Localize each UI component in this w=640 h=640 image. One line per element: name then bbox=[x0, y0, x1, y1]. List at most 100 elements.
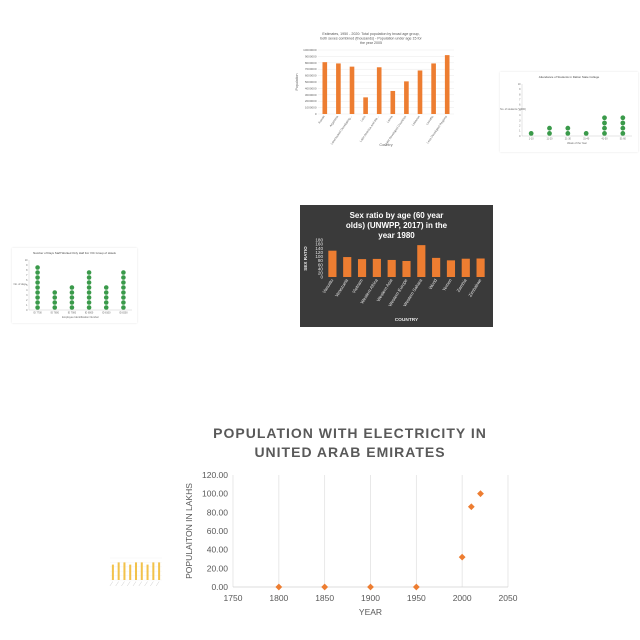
population-bar bbox=[431, 63, 436, 114]
staff-chart-panel: Number of Days Staff Worked Only Half Fo… bbox=[12, 248, 137, 323]
population-ytick-label: 2000000 bbox=[305, 99, 317, 103]
population-chart-panel: Estimates, 1950 - 2020: Total population… bbox=[282, 28, 460, 150]
population-bar bbox=[322, 62, 328, 114]
sex-ratio-ylabel: SEX RATIO bbox=[303, 246, 308, 271]
staff-ytick-label: 7 bbox=[26, 274, 28, 277]
staff-dot bbox=[52, 300, 58, 305]
attendance-dot bbox=[602, 125, 607, 131]
attendance-xtick-label: 21-30 bbox=[565, 138, 572, 141]
attendance-ytick-label: 2 bbox=[519, 125, 521, 128]
sex-ratio-ytick-label: 120 bbox=[315, 250, 323, 255]
electricity-ytick-label: 40.00 bbox=[207, 545, 229, 555]
sex-ratio-bar bbox=[417, 245, 426, 277]
population-ytick-label: 0 bbox=[315, 112, 317, 116]
attendance-ytick-label: 10 bbox=[518, 83, 521, 86]
staff-dot bbox=[86, 300, 92, 305]
attendance-dot bbox=[620, 115, 626, 121]
population-ytick-label: 9000000 bbox=[305, 54, 317, 58]
electricity-point bbox=[412, 583, 420, 591]
electricity-point bbox=[275, 583, 283, 591]
attendance-ytick-label: 1 bbox=[519, 130, 521, 133]
staff-xtick-label: ID 8000 bbox=[85, 312, 94, 315]
yellow-bar bbox=[123, 562, 126, 580]
yellow-bar bbox=[158, 562, 161, 580]
staff-xtick-label: ID 7800 bbox=[51, 312, 60, 315]
staff-dot bbox=[121, 305, 126, 310]
sex-ratio-ytick-label: 180 bbox=[315, 238, 323, 243]
staff-dot bbox=[86, 275, 92, 280]
staff-dot bbox=[35, 275, 40, 280]
staff-ytick-label: 3 bbox=[26, 294, 28, 297]
staff-dot-chart: Number of Days Staff Worked Only Half Fo… bbox=[14, 251, 132, 319]
attendance-dot bbox=[620, 125, 626, 131]
attendance-dot-chart: Attendance of Students in Dalton State C… bbox=[500, 75, 632, 145]
sex-ratio-ytick-label: 0 bbox=[320, 275, 323, 280]
electricity-ytick-label: 120.00 bbox=[202, 470, 228, 480]
staff-ytick-label: 2 bbox=[26, 299, 28, 302]
sex-ratio-bar bbox=[446, 260, 456, 277]
attendance-xtick-label: 51-60 bbox=[620, 138, 627, 141]
staff-dot bbox=[121, 285, 126, 290]
staff-dot bbox=[103, 290, 109, 295]
yellow-bar bbox=[111, 564, 114, 580]
staff-dot bbox=[86, 285, 92, 290]
staff-xtick-label: ID 8100 bbox=[102, 312, 111, 315]
sex-ratio-ytick-label: 80 bbox=[318, 258, 324, 263]
population-ytick-label: 3000000 bbox=[305, 93, 317, 97]
sex-ratio-chart-panel: Sex ratio by age (60 year olds) (UNWPP, 2… bbox=[300, 205, 493, 327]
population-chart-title: Estimates, 1950 - 2020: Total population… bbox=[320, 32, 422, 45]
yellow-xtick-mark bbox=[109, 581, 114, 587]
sex-ratio-title-line: olds) (UNWPP, 2017) in the bbox=[346, 221, 448, 230]
attendance-dot bbox=[583, 131, 589, 136]
staff-ytick-label: 0 bbox=[26, 309, 28, 312]
attendance-dot bbox=[602, 120, 607, 126]
yellow-bar-chart bbox=[109, 557, 162, 587]
population-bar bbox=[444, 55, 450, 114]
staff-dot bbox=[69, 290, 75, 295]
population-ytick-label: 6000000 bbox=[305, 74, 317, 78]
attendance-dot bbox=[547, 125, 552, 131]
population-xtick-label: Kuwait bbox=[317, 115, 326, 125]
yellow-bar bbox=[152, 562, 155, 580]
staff-ylabel: No. of days bbox=[14, 283, 27, 286]
population-xlabel: Country bbox=[379, 143, 392, 147]
electricity-point bbox=[367, 583, 374, 591]
staff-dot bbox=[121, 300, 126, 305]
staff-dot bbox=[52, 295, 58, 300]
sex-ratio-ytick-label: 20 bbox=[318, 270, 324, 275]
attendance-ytick-label: 6 bbox=[519, 104, 521, 107]
electricity-ytick-label: 80.00 bbox=[207, 507, 229, 517]
population-xtick-label: Laos bbox=[359, 114, 366, 122]
yellow-xtick-mark bbox=[144, 581, 148, 587]
attendance-dot bbox=[602, 115, 607, 121]
electricity-xtick-label: 2050 bbox=[499, 593, 518, 603]
staff-dot bbox=[35, 280, 40, 285]
population-xtick-label: Lesotho bbox=[425, 115, 435, 126]
population-bar bbox=[336, 63, 341, 114]
sex-ratio-bar bbox=[372, 258, 381, 277]
staff-chart-title: Number of Days Staff Worked Only Half Fo… bbox=[33, 251, 116, 255]
sex-ratio-bar bbox=[357, 259, 367, 277]
electricity-xtick-label: 2000 bbox=[453, 593, 472, 603]
attendance-ylabel: No. of students (*1000) bbox=[500, 108, 526, 111]
population-ytick-label: 4000000 bbox=[305, 86, 317, 90]
electricity-ytick-label: 100.00 bbox=[202, 489, 228, 499]
staff-dot bbox=[35, 300, 40, 305]
population-xtick-label: Latvia bbox=[386, 115, 394, 124]
staff-dot bbox=[103, 285, 109, 290]
sex-ratio-xtick-label: Yemen bbox=[441, 277, 453, 292]
electricity-point bbox=[321, 583, 329, 591]
attendance-dot bbox=[528, 131, 534, 136]
staff-dot bbox=[52, 305, 58, 310]
attendance-ytick-label: 0 bbox=[519, 135, 521, 138]
population-title-line: Estimates, 1950 - 2020: Total population… bbox=[322, 32, 419, 36]
attendance-ytick-label: 3 bbox=[519, 119, 521, 122]
attendance-dot bbox=[620, 120, 626, 126]
staff-xtick-label: ID 7900 bbox=[68, 312, 77, 315]
sex-ratio-xlabel: COUNTRY bbox=[395, 317, 419, 323]
staff-xtick-label: ID 8200 bbox=[119, 312, 128, 315]
yellow-bar bbox=[146, 564, 149, 580]
staff-dot bbox=[35, 290, 40, 295]
attendance-ytick-label: 8 bbox=[519, 93, 521, 96]
